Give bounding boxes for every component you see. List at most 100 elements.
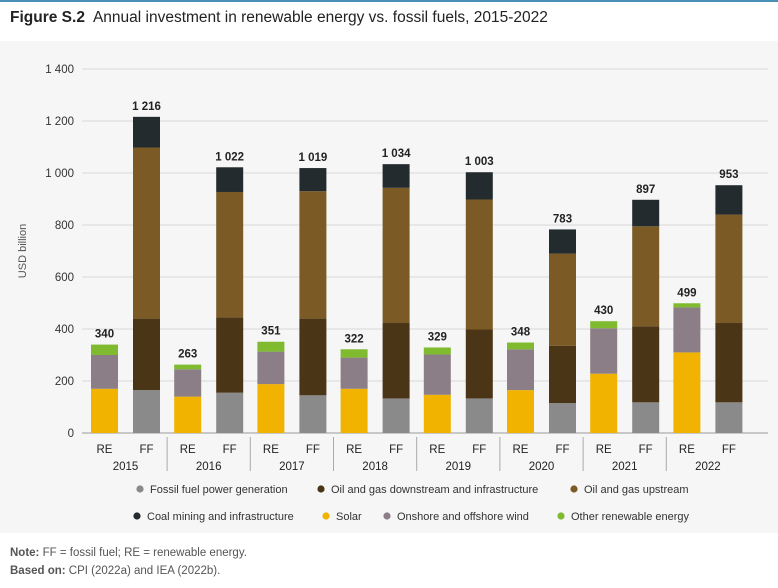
bar-segment [590,328,618,374]
legend-swatch [136,485,144,493]
source-text: CPI (2022a) and IEA (2022b). [68,565,221,577]
total-label: 322 [345,333,364,345]
bars: 340 1 216 263 1 022 351 1 019 322 1 034 329 1 003… [91,101,743,433]
y-tick-label: 0 [68,428,74,440]
bar-segment [340,388,368,433]
legend-label: Solar [336,511,362,523]
bar-segment [216,191,244,318]
bar-category-label: RE [346,444,362,456]
note-label: Note: [10,547,40,559]
year-label: 2016 [196,461,222,473]
bar-category-label: FF [555,444,569,456]
total-label: 953 [719,169,738,181]
figure-title: Figure S.2 Annual investment in renewable… [10,9,548,27]
bar-segment [715,214,743,324]
total-label: 348 [511,327,531,339]
legend-swatch [317,485,325,493]
y-tick-label: 400 [55,324,74,336]
bar-category-label: FF [223,444,237,456]
bar-segment [465,172,493,200]
bar-segment [673,352,701,433]
total-label: 263 [178,349,197,361]
figure-number: Figure S.2 [10,9,85,26]
figure-notes: Note: FF = fossil fuel; RE = renewable e… [10,544,247,580]
year-label: 2021 [612,461,638,473]
legend-label: Other renewable energy [571,511,690,523]
year-label: 2015 [113,461,139,473]
bar-segment [257,351,285,385]
bar-segment [340,357,368,389]
bar-segment [299,318,327,396]
legend-swatch [383,512,391,520]
bar-segment [133,318,160,391]
bar-segment [423,354,451,395]
bar-segment [632,226,660,327]
bar-segment [673,307,701,353]
year-label: 2018 [362,461,388,473]
bar-segment [257,341,285,352]
bar-segment [257,384,285,433]
bar-segment [549,253,576,346]
bar-segment [216,167,244,192]
note-text: FF = fossil fuel; RE = renewable energy. [42,547,247,559]
y-tick-label: 1 400 [45,64,74,76]
bar-segment [465,199,493,330]
bar-segment [549,229,576,254]
bar-segment [340,349,368,358]
bar-segment [423,347,451,355]
bar-segment [174,364,202,370]
year-label: 2017 [279,461,305,473]
legend-swatch [133,512,141,520]
total-label: 430 [594,305,613,317]
legend-label: Oil and gas upstream [584,484,689,496]
legend: Fossil fuel power generation Oil and gas … [133,484,690,523]
bar-segment [382,323,410,399]
bar-segment [632,199,660,227]
bar-segment [133,390,160,433]
total-label: 1 034 [382,148,411,160]
total-label: 897 [636,184,655,196]
bar-segment [715,323,743,403]
year-label: 2020 [529,461,555,473]
bar-segment [507,390,534,433]
chart-panel: 0 200 400 600 800 1 000 1 200 1 400 USD billion … [0,41,778,533]
bar-category-label: FF [306,444,320,456]
figure-title-text: Annual investment in renewable energy vs… [92,9,548,26]
bar-segment [465,329,493,399]
bar-segment [549,403,576,433]
y-tick-label: 600 [55,272,74,284]
bar-segment [382,164,410,188]
bar-category-label: RE [513,444,529,456]
bar-category-label: RE [596,444,612,456]
bar-segment [590,321,618,329]
total-label: 1 022 [215,151,244,163]
bar-segment [632,326,660,403]
bar-segment [216,317,244,393]
legend-label: Coal mining and infrastructure [147,511,294,523]
bar-segment [299,191,327,319]
bar-category-label: FF [139,444,153,456]
total-label: 329 [428,331,447,343]
bar-segment [507,342,534,350]
y-axis: 0 200 400 600 800 1 000 1 200 1 400 USD billion [17,64,74,440]
bar-category-label: FF [639,444,653,456]
bar-segment [715,185,743,215]
bar-segment [507,349,534,391]
total-label: 340 [95,329,114,341]
total-label: 499 [677,287,696,299]
bar-segment [174,396,202,433]
source-label: Based on: [10,565,66,577]
bar-segment [382,398,410,433]
bar-category-label: RE [679,444,695,456]
y-tick-label: 1 000 [45,168,74,180]
top-rule [0,0,778,2]
bar-segment [91,388,118,433]
bar-category-label: RE [97,444,113,456]
year-label: 2019 [446,461,472,473]
bar-category-label: FF [472,444,486,456]
y-tick-label: 800 [55,220,74,232]
bar-segment [673,303,701,308]
bar-segment [549,345,576,404]
